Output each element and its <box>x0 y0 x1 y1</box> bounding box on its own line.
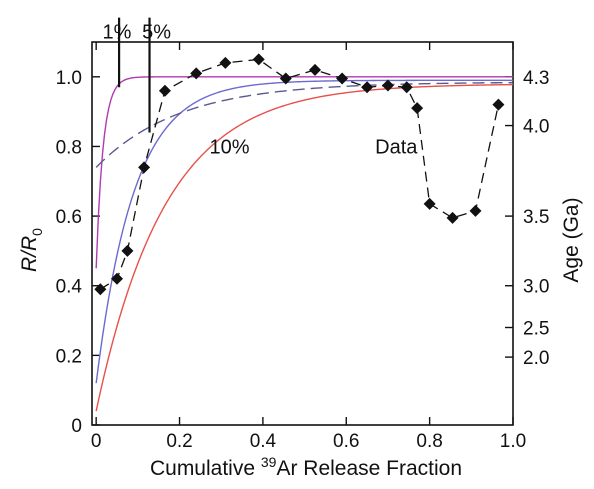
model-curve <box>95 76 513 269</box>
data-point <box>138 161 151 174</box>
y-right-tick-label: 4.0 <box>523 117 549 138</box>
data-point <box>400 81 413 94</box>
data-point <box>492 98 505 111</box>
annotation-label: Data <box>375 136 418 158</box>
y-axis-right-title: Age (Ga) <box>560 197 583 282</box>
x-tick-label: 0 <box>91 431 102 452</box>
data-series-line <box>99 58 500 290</box>
data-point <box>309 63 322 76</box>
data-point <box>336 72 349 85</box>
y-right-tick-label: 4.3 <box>523 68 549 89</box>
model-curve <box>95 79 513 384</box>
y-left-tick-label: 0.2 <box>56 346 82 367</box>
y-left-tick-label: 1.0 <box>56 68 82 89</box>
data-point <box>469 204 482 217</box>
data-point <box>158 84 171 97</box>
tick-labels-group: 0 0.2 0.4 0.6 0.8 1.0 0 0.2 0.4 0.6 0.8 1.0 4.3 4.0 3.… <box>56 22 550 452</box>
y-right-tick-label: 2.0 <box>523 348 549 369</box>
data-point <box>361 81 374 94</box>
chart-frame-group <box>91 41 514 426</box>
y-left-tick-label: 0.8 <box>56 137 82 158</box>
plot-frame <box>91 41 514 426</box>
model-curve <box>95 83 514 412</box>
x-axis-title: Cumulative 39Ar Release Fraction <box>150 454 462 480</box>
data-point <box>121 244 134 257</box>
y-right-tick-label: 2.5 <box>523 319 549 340</box>
data-point <box>279 72 292 85</box>
x-tick-label: 0.2 <box>166 431 192 452</box>
data-point <box>381 79 394 92</box>
data-point <box>190 67 203 80</box>
annotation-label: 1% <box>103 22 132 44</box>
data-series-group <box>94 53 505 296</box>
y-left-tick-label: 0.6 <box>56 207 82 228</box>
data-point <box>219 56 232 69</box>
data-point <box>111 272 124 285</box>
x-tick-label: 0.6 <box>333 431 359 452</box>
y-right-tick-label: 3.0 <box>523 277 549 298</box>
data-point <box>411 102 424 115</box>
x-tick-label: 0.8 <box>416 431 442 452</box>
y-axis-left-title: R/R0 <box>18 228 45 272</box>
y-left-tick-label: 0.4 <box>56 277 83 298</box>
y-left-tick-label: 0 <box>71 416 82 437</box>
model-curve <box>95 81 514 168</box>
model-curves-group <box>95 17 514 412</box>
data-point <box>423 197 436 210</box>
data-point <box>446 211 459 224</box>
annotation-label: 5% <box>142 22 171 44</box>
x-tick-label: 0.4 <box>250 431 277 452</box>
x-tick-label: 1.0 <box>500 431 526 452</box>
y-right-tick-label: 3.5 <box>523 207 549 228</box>
data-point <box>94 283 107 296</box>
annotation-label: 10% <box>210 136 250 158</box>
data-point <box>252 53 265 66</box>
